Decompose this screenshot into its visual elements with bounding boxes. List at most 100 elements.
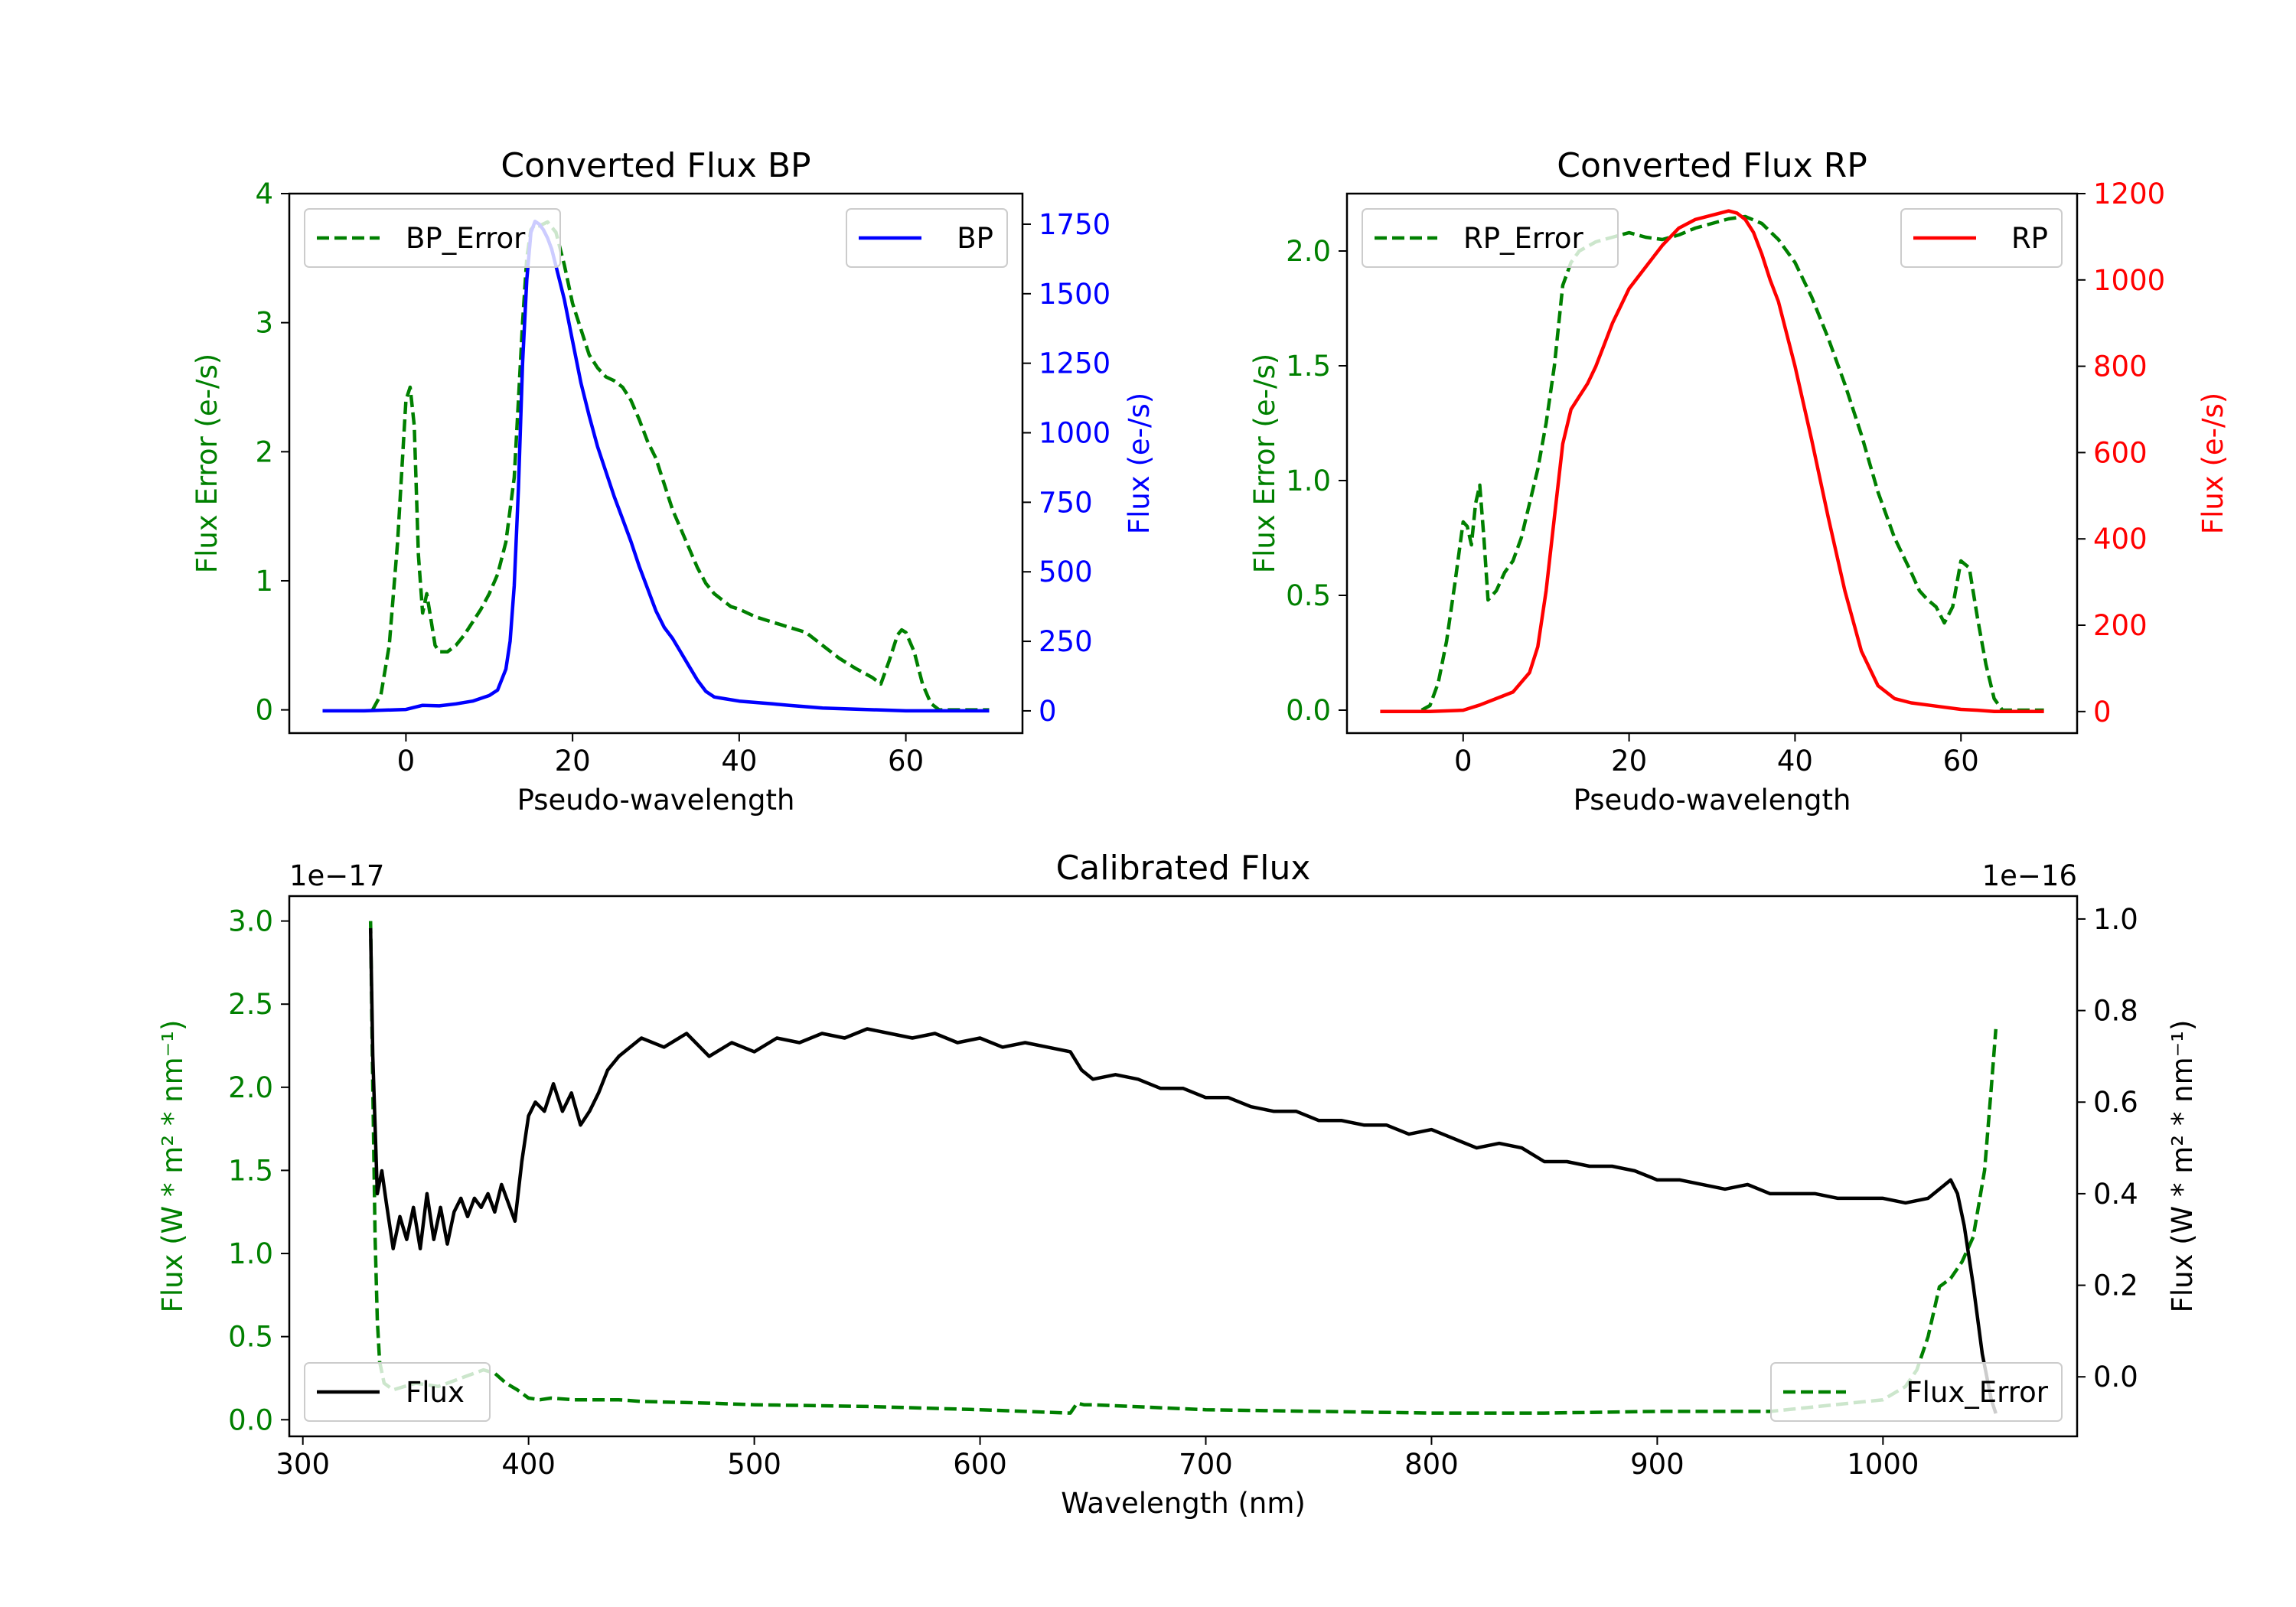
series-line-bp-error xyxy=(370,220,990,712)
y-right-tick-label: 1.0 xyxy=(2093,903,2138,936)
y-right-tick-label: 400 xyxy=(2093,523,2148,556)
y-right-tick-label: 0.2 xyxy=(2093,1270,2138,1302)
y-right-tick-label: 600 xyxy=(2093,436,2148,469)
y-left-tick-label: 3 xyxy=(255,307,273,340)
y-right-tick-label: 1750 xyxy=(1039,208,1110,241)
legend-box xyxy=(1770,1362,2063,1422)
y-right-tick-label: 1200 xyxy=(2093,178,2165,210)
y-left-tick-label: 1 xyxy=(255,565,273,598)
chart-3: 300 400 500 600 700 800 900 1000 0.0 0.5 1.0 1.5 2.0… xyxy=(156,849,2199,1520)
y-right-tick-label: 1000 xyxy=(1039,417,1110,450)
y-left-offset: 1e−17 xyxy=(289,859,384,892)
axes-frame xyxy=(1345,192,2079,735)
y-right-tick-label: 0.6 xyxy=(2093,1086,2138,1119)
series-line-bp xyxy=(322,220,990,713)
legend-label: RP_Error xyxy=(1463,222,1583,255)
series-group xyxy=(1380,209,2044,714)
y-right-offset: 1e−16 xyxy=(1982,859,2077,892)
x-tick-label: 0 xyxy=(397,745,416,777)
y-left-tick-label: 0.5 xyxy=(1286,579,1331,612)
y-left-tick-label: 2.0 xyxy=(228,1071,273,1104)
y-left-tick-label: 4 xyxy=(255,178,273,210)
series-line-flux xyxy=(368,927,1998,1414)
legend-label: BP xyxy=(957,222,993,255)
y-left-tick-label: 0.0 xyxy=(1286,694,1331,727)
y-left-axis-label: Flux Error (e-/s) xyxy=(1248,354,1281,573)
x-tick-label: 0 xyxy=(1454,745,1473,777)
x-tick-label: 300 xyxy=(276,1448,330,1481)
y-right-axis-label: Flux (e-/s) xyxy=(1123,393,1156,534)
y-left-tick-label: 1.5 xyxy=(1286,350,1331,383)
legend-label: Flux xyxy=(406,1376,465,1409)
legend-label: Flux_Error xyxy=(1906,1376,2048,1409)
legend-right: RP xyxy=(1900,208,2063,268)
legend-right: Flux_Error xyxy=(1770,1362,2063,1422)
legend-box xyxy=(304,208,561,268)
y-right-tick-label: 250 xyxy=(1039,625,1093,658)
y-right-axis-label: Flux (e-/s) xyxy=(2197,393,2229,534)
legend-left: BP_Error xyxy=(304,208,561,268)
y-right-tick-label: 0.4 xyxy=(2093,1178,2138,1211)
chart-title: Converted Flux RP xyxy=(1557,146,1867,185)
x-tick-label: 60 xyxy=(1943,745,1979,777)
y-left-tick-label: 2.0 xyxy=(1286,235,1331,268)
x-tick-label: 800 xyxy=(1404,1448,1459,1481)
y-left-tick-label: 0 xyxy=(255,694,273,727)
x-tick-label: 40 xyxy=(721,745,757,777)
chart-title: Converted Flux BP xyxy=(501,146,810,185)
series-line-rp-error xyxy=(1420,214,2044,712)
y-right-tick-label: 800 xyxy=(2093,350,2148,383)
y-left-tick-label: 1.0 xyxy=(1286,464,1331,497)
y-right-tick-label: 0 xyxy=(2093,696,2112,729)
legend-box xyxy=(1900,208,2063,268)
x-tick-label: 500 xyxy=(727,1448,781,1481)
legend-box xyxy=(846,208,1008,268)
series-line-rp xyxy=(1380,209,2044,714)
legend-label: RP xyxy=(2011,222,2048,255)
x-tick-label: 60 xyxy=(888,745,924,777)
x-tick-label: 40 xyxy=(1777,745,1813,777)
y-right-tick-label: 500 xyxy=(1039,556,1093,588)
x-tick-label: 700 xyxy=(1179,1448,1233,1481)
chart-1: 0 20 40 600123402505007501000125015001750Co… xyxy=(191,146,1156,817)
y-right-axis-label: Flux (W * m² * nm⁻¹) xyxy=(2166,1020,2199,1313)
y-left-axis-label: Flux Error (e-/s) xyxy=(191,354,223,573)
legend-label: BP_Error xyxy=(406,222,526,255)
axes-frame xyxy=(288,192,1024,735)
x-tick-label: 1000 xyxy=(1847,1448,1919,1481)
chart-title: Calibrated Flux xyxy=(1056,849,1311,888)
series-group xyxy=(368,921,1998,1415)
y-left-tick-label: 2.5 xyxy=(228,988,273,1021)
series-line-flux-error xyxy=(368,921,1998,1415)
y-left-tick-label: 0.5 xyxy=(228,1321,273,1354)
x-tick-label: 400 xyxy=(501,1448,556,1481)
y-right-tick-label: 0.8 xyxy=(2093,995,2138,1028)
y-left-axis-label: Flux (W * m² * nm⁻¹) xyxy=(156,1020,189,1313)
legend-left: RP_Error xyxy=(1362,208,1619,268)
legend-left: Flux xyxy=(304,1362,491,1422)
legend-right: BP xyxy=(846,208,1008,268)
x-axis-label: Pseudo-wavelength xyxy=(517,784,795,817)
y-left-tick-label: 2 xyxy=(255,435,273,468)
x-axis-label: Wavelength (nm) xyxy=(1061,1487,1306,1520)
axes-frame xyxy=(288,895,2079,1438)
x-tick-label: 900 xyxy=(1630,1448,1684,1481)
y-right-tick-label: 0 xyxy=(1039,695,1057,728)
chart-2: 0 20 40 60 0.0 0.5 1.0 1.5 2.0 0 200 400 600 800 1000 1… xyxy=(1248,146,2229,817)
y-left-tick-label: 3.0 xyxy=(228,905,273,938)
y-right-tick-label: 1000 xyxy=(2093,264,2165,297)
x-axis-label: Pseudo-wavelength xyxy=(1574,784,1851,817)
legend-box xyxy=(304,1362,491,1422)
y-left-tick-label: 1.0 xyxy=(228,1237,273,1270)
series-group xyxy=(322,220,990,713)
y-left-tick-label: 0.0 xyxy=(228,1403,273,1436)
y-left-tick-label: 1.5 xyxy=(228,1154,273,1187)
y-right-tick-label: 200 xyxy=(2093,609,2148,642)
y-right-tick-label: 1500 xyxy=(1039,278,1110,311)
y-right-tick-label: 750 xyxy=(1039,486,1093,519)
x-tick-label: 20 xyxy=(1611,745,1647,777)
legend-box xyxy=(1362,208,1619,268)
x-tick-label: 20 xyxy=(555,745,591,777)
x-tick-label: 600 xyxy=(953,1448,1007,1481)
